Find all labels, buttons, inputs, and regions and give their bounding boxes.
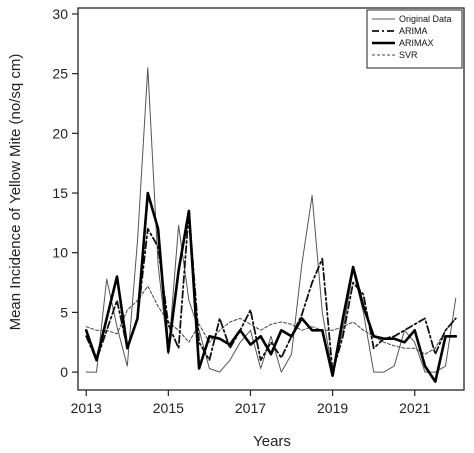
- series-line-original-data: [85, 67, 457, 373]
- x-tick-label: 2015: [153, 400, 184, 416]
- series-line-arima: [85, 209, 457, 374]
- legend-label-original-data: Original Data: [399, 14, 452, 24]
- y-axis-title: Mean Incidence of Yellow Mite (no/sq cm): [7, 54, 24, 331]
- y-tick-label: 5: [60, 304, 68, 320]
- series-line-svr: [85, 285, 457, 355]
- x-tick-label: 2017: [235, 400, 266, 416]
- x-tick-label: 2013: [71, 400, 102, 416]
- plot-frame: [77, 7, 465, 391]
- legend-label-svr: SVR: [399, 50, 418, 60]
- y-tick-label: 15: [52, 185, 68, 201]
- legend: Original Data ARIMA ARIMAX SVR: [366, 9, 463, 69]
- y-tick-label: 25: [52, 66, 68, 82]
- legend-box: [366, 9, 463, 69]
- legend-label-arimax: ARIMAX: [399, 38, 434, 48]
- x-axis-title: Years: [253, 433, 291, 450]
- series-layer: [84, 67, 458, 383]
- x-tick-label: 2019: [317, 400, 348, 416]
- y-tick-label: 0: [60, 364, 68, 380]
- legend-label-arima: ARIMA: [399, 26, 428, 36]
- y-tick-label: 10: [52, 245, 68, 261]
- axis-layer: 0 5 10 15 20 25 30 2013 2015 2017 2019 2021: [52, 6, 430, 416]
- x-tick-label: 2021: [399, 400, 430, 416]
- series-line-arimax: [84, 191, 458, 383]
- y-tick-label: 20: [52, 125, 68, 141]
- y-tick-label: 30: [52, 6, 68, 22]
